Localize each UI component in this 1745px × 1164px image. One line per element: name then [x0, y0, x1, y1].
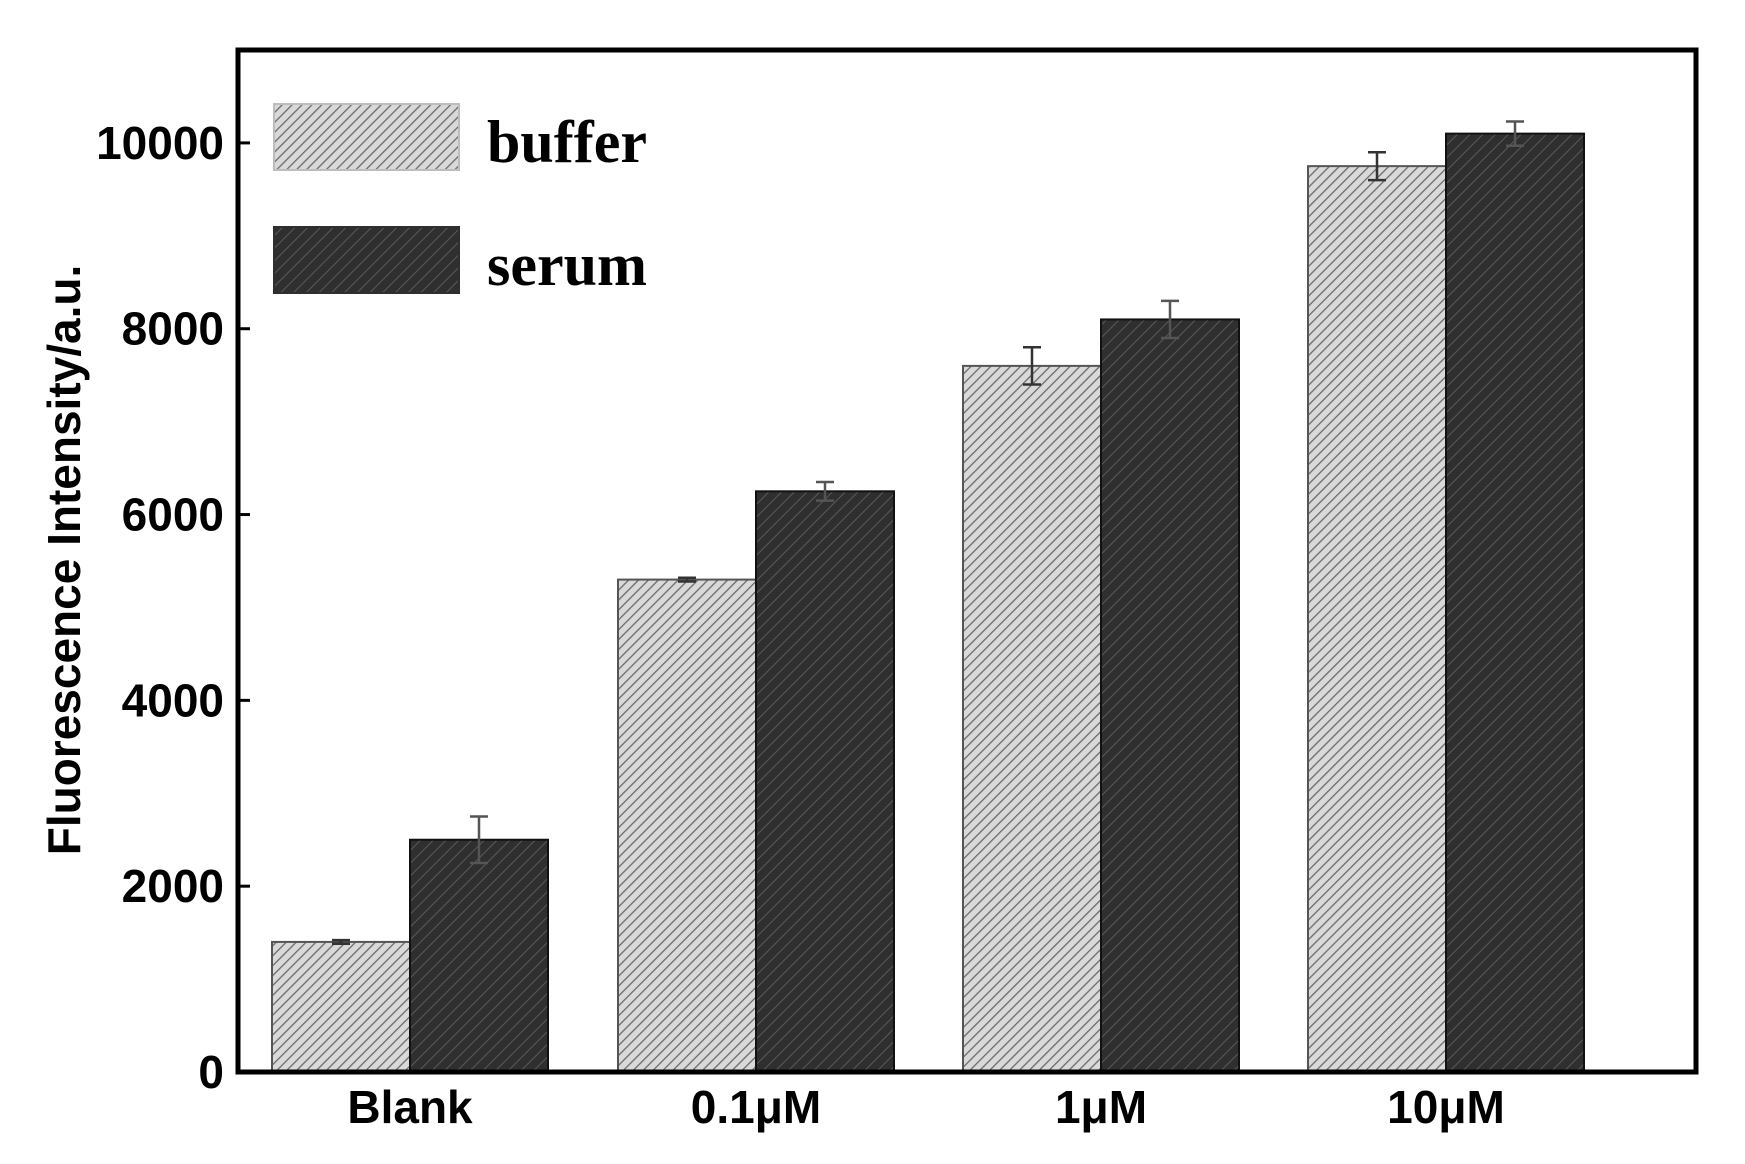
x-tick-label: 0.1μM: [691, 1081, 821, 1133]
bar-serum-0: [409, 838, 549, 1074]
y-axis-title: Fluorescence Intensity/a.u.: [38, 265, 90, 856]
bar-buffer-0: [271, 940, 411, 1073]
error-bar-buffer-0: [332, 938, 350, 946]
error-bar-buffer-2: [1023, 346, 1041, 386]
bar-serum-1: [755, 490, 895, 1073]
error-bar-buffer-1: [678, 576, 696, 583]
bar-buffer-3: [1307, 165, 1447, 1074]
bars-layer: [271, 132, 1585, 1074]
error-bar-serum-1: [816, 480, 834, 502]
y-tick-label: 10000: [96, 117, 224, 169]
y-tick-label: 4000: [122, 674, 224, 726]
error-bar-serum-3: [1506, 120, 1524, 147]
y-tick-label: 0: [198, 1046, 224, 1098]
error-bar-serum-0: [470, 815, 488, 865]
bar-buffer-2: [962, 364, 1102, 1073]
plot-frame: [235, 47, 1699, 1075]
bar-serum-2: [1100, 318, 1240, 1074]
y-axis: 0 2000 4000 6000 8000 10000: [96, 117, 250, 1098]
x-axis: Blank 0.1μM 1μM 10μM: [347, 1081, 1504, 1133]
error-bars-layer: [332, 120, 1524, 946]
x-tick-label: 10μM: [1387, 1081, 1505, 1133]
legend-label-buffer: buffer: [487, 109, 647, 175]
x-tick-label: 1μM: [1055, 1081, 1147, 1133]
legend-swatch-serum: [273, 226, 460, 294]
y-tick-label: 8000: [122, 303, 224, 355]
bar-buffer-1: [617, 578, 757, 1074]
legend-swatch-buffer: [273, 103, 460, 171]
y-tick-label: 2000: [122, 860, 224, 912]
error-bar-serum-2: [1161, 299, 1179, 340]
bar-serum-3: [1445, 132, 1585, 1074]
x-tick-label: Blank: [347, 1081, 473, 1133]
legend: buffer serum: [273, 103, 647, 298]
error-bar-buffer-3: [1368, 150, 1386, 182]
legend-label-serum: serum: [487, 232, 647, 298]
y-tick-label: 6000: [122, 489, 224, 541]
